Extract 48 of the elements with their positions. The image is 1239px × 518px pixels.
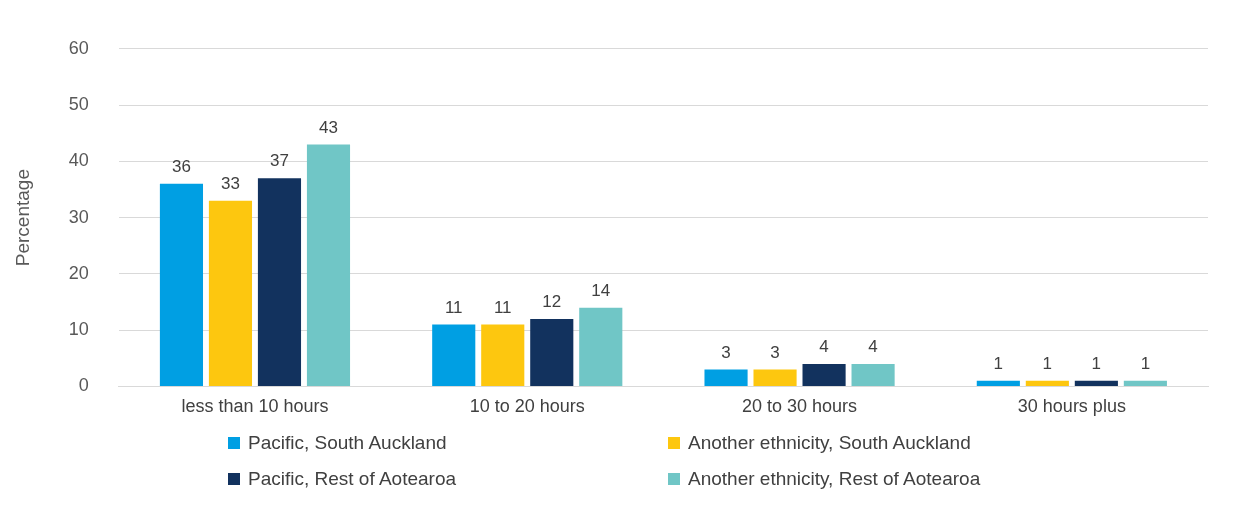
data-label: 11 <box>444 297 463 317</box>
bar <box>481 324 525 386</box>
bar <box>306 144 351 386</box>
bar <box>704 369 748 386</box>
bar <box>579 307 623 386</box>
legend-label: Another ethnicity, South Auckland <box>688 432 971 454</box>
y-tick-label: 50 <box>68 94 89 115</box>
bar <box>530 318 574 386</box>
bar <box>802 363 846 386</box>
data-label: 1 <box>1140 353 1151 373</box>
y-tick-label: 40 <box>68 150 89 171</box>
y-tick-label: 10 <box>68 319 89 340</box>
y-tick-label: 0 <box>78 375 89 396</box>
legend-label: Another ethnicity, Rest of Aotearoa <box>688 468 981 490</box>
y-tick-label: 30 <box>68 206 89 227</box>
bar <box>257 178 302 386</box>
bar <box>432 324 476 386</box>
data-label: 1 <box>1091 353 1102 373</box>
bar <box>753 369 797 386</box>
bar <box>1025 380 1069 386</box>
data-label: 12 <box>542 292 562 312</box>
bar <box>976 380 1020 386</box>
y-tick-label: 20 <box>68 262 89 283</box>
x-tick-label: 10 to 20 hours <box>469 396 585 417</box>
data-label: 3 <box>770 342 780 362</box>
y-axis-title: Percentage <box>11 169 33 267</box>
data-label: 14 <box>591 280 611 300</box>
bar <box>851 363 895 386</box>
bar <box>1074 380 1118 386</box>
data-label: 1 <box>993 353 1004 373</box>
legend-label: Pacific, Rest of Aotearoa <box>248 468 457 490</box>
bar <box>1123 380 1167 386</box>
x-tick-label: 30 hours plus <box>1017 396 1126 417</box>
data-label: 43 <box>319 117 338 137</box>
x-tick-label: 20 to 30 hours <box>742 396 858 417</box>
data-label: 3 <box>721 342 731 362</box>
y-tick-label: 60 <box>68 37 89 58</box>
bar <box>159 183 204 386</box>
legend-label: Pacific, South Auckland <box>248 432 447 454</box>
bar <box>208 200 253 386</box>
x-tick-label: less than 10 hours <box>181 396 329 417</box>
data-label: 37 <box>270 151 289 171</box>
data-label: 11 <box>493 297 512 317</box>
data-label: 1 <box>1042 353 1053 373</box>
data-label: 4 <box>868 337 878 357</box>
data-label: 36 <box>171 157 191 177</box>
data-label: 33 <box>221 173 240 193</box>
data-label: 4 <box>819 337 829 357</box>
